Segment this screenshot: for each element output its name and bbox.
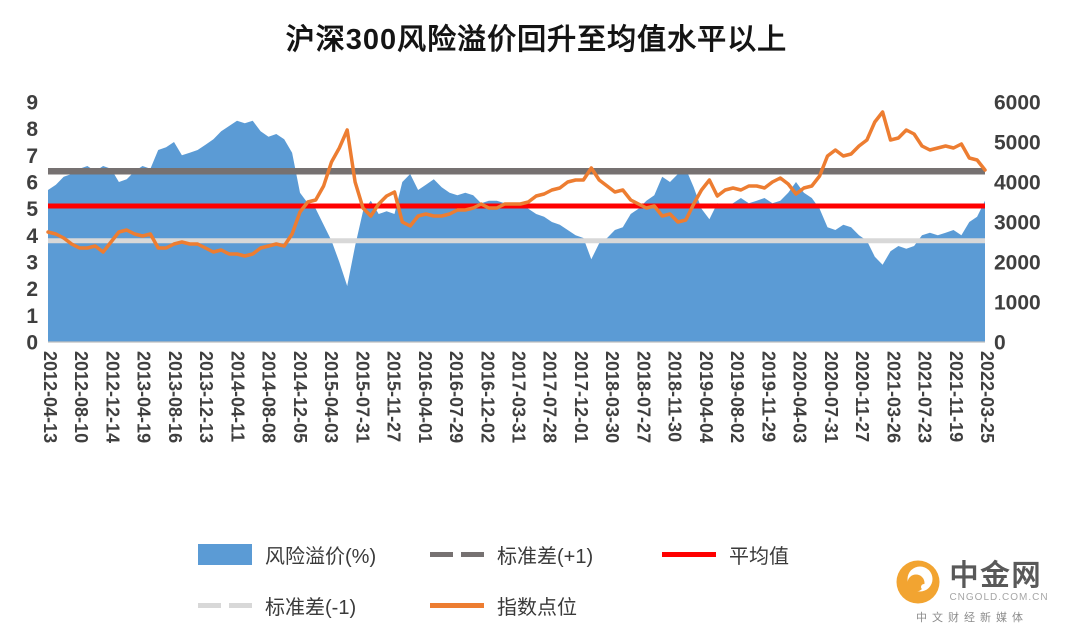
x-axis-tick-label: 2012-04-13 — [40, 351, 60, 443]
right-axis-tick-label: 2000 — [994, 252, 1041, 275]
legend-item-1: 标准差(+1) — [430, 540, 662, 569]
cngold-mark-icon — [896, 560, 940, 604]
x-axis-tick-label: 2020-04-03 — [790, 351, 810, 443]
page-title: 沪深300风险溢价回升至均值水平以上 — [285, 24, 788, 56]
x-axis-tick-label: 2013-12-13 — [196, 351, 216, 443]
x-axis-tick-label: 2014-04-11 — [227, 351, 247, 442]
left-axis-tick-label: 9 — [26, 92, 38, 115]
x-axis-tick-label: 2012-08-10 — [71, 351, 91, 443]
x-axis-tick-label: 2015-07-31 — [352, 351, 372, 443]
left-axis-tick-label: 8 — [26, 118, 38, 141]
area-swatch — [198, 544, 252, 565]
dash-swatch — [198, 603, 252, 608]
left-axis-tick-label: 5 — [26, 198, 38, 221]
x-axis-tick-label: 2017-12-01 — [571, 351, 591, 443]
legend-item-0: 风险溢价(%) — [198, 540, 430, 569]
x-axis-tick-label: 2021-07-23 — [915, 351, 935, 443]
left-axis-tick-label: 6 — [26, 172, 38, 195]
x-axis-tick-label: 2016-04-01 — [415, 351, 435, 443]
brand-text: 中金网 — [949, 559, 1043, 592]
x-axis-tick-label: 2016-12-02 — [477, 351, 497, 443]
right-axis-tick-label: 6000 — [994, 92, 1041, 115]
x-axis-tick-label: 2013-04-19 — [134, 351, 154, 443]
chart-canvas: 0 1 2 3 4 5 6 7 8 9 0 1000 2000 3000 4000 5000 6000 2012-… — [26, 92, 1041, 444]
legend-label: 标准差(-1) — [265, 597, 357, 619]
x-axis-tick-label: 2018-07-27 — [633, 351, 653, 443]
x-axis-tick-label: 2017-03-31 — [509, 351, 529, 443]
x-axis-tick-label: 2019-04-04 — [696, 351, 716, 443]
x-axis-tick-label: 2018-03-30 — [602, 351, 622, 443]
x-axis-tick-label: 2021-11-19 — [946, 351, 966, 442]
x-axis-tick-label: 2012-12-14 — [103, 351, 123, 443]
tagline-text: 中文财经新媒体 — [916, 612, 1028, 624]
left-axis-tick-label: 4 — [26, 225, 38, 248]
x-axis-tick-label: 2013-08-16 — [165, 351, 185, 443]
x-axis-tick-label: 2014-12-05 — [290, 351, 310, 443]
legend-item-4: 指数点位 — [430, 591, 662, 620]
legend-item-2: 平均值 — [662, 540, 894, 569]
index-line — [46, 110, 987, 258]
right-axis-tick-label: 0 — [994, 332, 1006, 355]
x-axis-tick-label: 2019-11-29 — [758, 351, 778, 442]
x-axis-tick-label: 2020-07-31 — [821, 351, 841, 443]
x-axis-tick-label: 2014-08-08 — [259, 351, 279, 443]
domain-text: CNGOLD.COM.CN — [949, 592, 1049, 604]
legend-label: 指数点位 — [497, 597, 577, 619]
right-axis-tick-label: 5000 — [994, 132, 1041, 155]
x-axis-tick-label: 2018-11-30 — [665, 351, 685, 442]
line-swatch — [662, 552, 716, 557]
cngold-logo: 中金网 CNGOLD.COM.CN 中文财经新媒体 — [883, 559, 1061, 625]
legend: 风险溢价(%) 标准差(+1) 平均值标准差(-1) 指数点位 — [198, 540, 894, 620]
x-axis-tick-label: 2016-07-29 — [446, 351, 466, 443]
left-axis-tick-label: 7 — [26, 145, 38, 168]
x-axis-tick-label: 2019-08-02 — [727, 351, 747, 443]
legend-item-3: 标准差(-1) — [198, 591, 430, 620]
left-axis-tick-label: 3 — [26, 252, 38, 275]
legend-label: 标准差(+1) — [497, 546, 594, 568]
x-axis-tick-label: 2015-04-03 — [321, 351, 341, 443]
left-axis-tick-label: 1 — [26, 305, 38, 328]
legend-label: 风险溢价(%) — [265, 546, 377, 568]
right-axis-tick-label: 3000 — [994, 212, 1041, 235]
risk-premium-area — [48, 120, 985, 342]
x-axis-tick-label: 2017-07-28 — [540, 351, 560, 443]
x-axis-tick-label: 2015-11-27 — [384, 351, 404, 442]
left-axis-tick-label: 0 — [26, 332, 38, 355]
dash-swatch — [430, 552, 484, 557]
x-axis-tick-label: 2022-03-25 — [977, 351, 997, 443]
right-axis-tick-label: 4000 — [994, 172, 1041, 195]
legend-label: 平均值 — [729, 546, 789, 568]
left-axis-tick-label: 2 — [26, 278, 38, 301]
right-axis-tick-label: 1000 — [994, 292, 1041, 315]
x-axis-tick-label: 2020-11-27 — [852, 351, 872, 442]
x-axis-tick-label: 2021-03-26 — [883, 351, 903, 443]
line-swatch — [430, 603, 484, 608]
